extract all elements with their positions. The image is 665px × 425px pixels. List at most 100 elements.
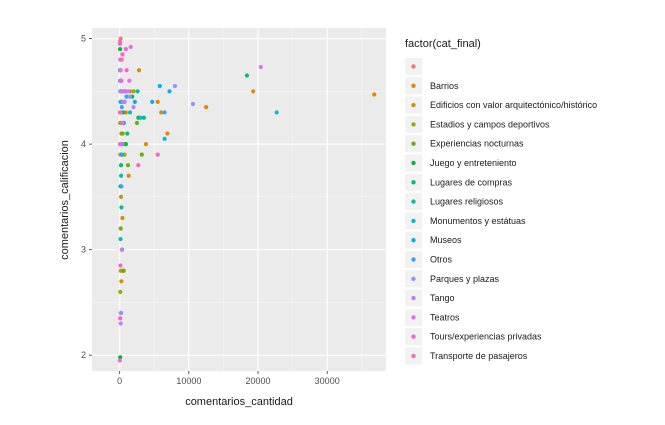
data-point: [118, 321, 123, 326]
data-point: [157, 83, 162, 89]
data-point: [117, 39, 123, 44]
legend-label: Edificios con valor arquitectónico/histó…: [430, 100, 597, 110]
data-points: [117, 36, 377, 363]
data-point: [162, 136, 167, 141]
legend-marker: [411, 353, 416, 359]
data-point: [190, 101, 196, 107]
data-point: [258, 64, 263, 70]
data-point: [155, 99, 160, 104]
data-point: [118, 263, 123, 268]
legend-marker: [411, 257, 416, 262]
data-point: [136, 163, 141, 168]
legend-label: Parques y plazas: [430, 274, 500, 284]
y-tick-label: 5: [81, 34, 86, 44]
legend-marker: [411, 334, 416, 339]
legend-marker: [411, 64, 416, 69]
data-point: [118, 68, 123, 73]
data-point: [165, 131, 170, 136]
data-point: [150, 99, 155, 104]
x-tick-label: 10000: [176, 376, 201, 386]
grid-minor: [92, 28, 386, 371]
data-point: [120, 120, 125, 126]
x-axis-title: comentarios_cantidad: [185, 396, 293, 408]
data-point: [135, 89, 140, 94]
legend-marker: [411, 199, 416, 204]
data-point: [139, 152, 144, 157]
data-point: [119, 152, 124, 157]
data-point: [119, 105, 124, 110]
data-point: [131, 105, 136, 110]
y-axis-ticks: 2 3 4 5: [81, 34, 92, 360]
y-axis-title: comentarios_calificacion: [59, 140, 71, 260]
legend-label: Transporte de pasajeros: [430, 351, 528, 361]
data-point: [159, 110, 164, 115]
data-point: [126, 173, 131, 178]
legend-label: Lugares de compras: [430, 177, 513, 187]
x-tick-label: 0: [117, 376, 122, 386]
data-point: [117, 358, 122, 363]
data-point: [204, 105, 209, 110]
data-point: [118, 310, 124, 316]
data-point: [123, 47, 128, 52]
legend-label: Tours/experiencias privadas: [430, 332, 542, 342]
data-point: [117, 47, 123, 52]
data-point: [118, 110, 123, 115]
legend-marker: [411, 160, 416, 166]
legend-marker: [411, 315, 416, 320]
legend-label: Teatros: [430, 312, 460, 322]
data-point: [141, 115, 146, 120]
data-point: [132, 99, 137, 104]
plot-panel: [92, 28, 386, 371]
legend-marker: [411, 180, 416, 185]
data-point: [251, 89, 256, 94]
legend-marker: [411, 83, 416, 89]
data-point: [124, 94, 129, 99]
legend-marker: [411, 276, 416, 281]
grid-major: [92, 28, 386, 371]
data-point: [274, 110, 279, 115]
y-tick-label: 3: [81, 245, 86, 255]
legend-title: factor(cat_final): [405, 38, 481, 50]
data-point: [119, 131, 124, 136]
data-point: [372, 92, 377, 97]
x-tick-label: 30000: [315, 376, 340, 386]
data-point: [244, 73, 250, 78]
data-point: [138, 115, 143, 120]
legend-label: Monumentos y estátuas: [430, 216, 526, 226]
data-point: [124, 68, 129, 73]
data-point: [127, 78, 132, 83]
legend-label: Barrios: [430, 81, 459, 91]
data-point: [125, 89, 131, 94]
data-point: [119, 247, 124, 252]
data-point: [120, 215, 125, 221]
x-axis-ticks: 0 10000 20000 30000: [117, 371, 340, 386]
y-tick-label: 4: [81, 139, 86, 149]
data-point: [118, 173, 124, 178]
data-point: [167, 89, 172, 94]
data-point: [121, 268, 126, 273]
data-point: [118, 57, 123, 62]
data-point: [118, 289, 123, 294]
data-point: [118, 355, 123, 360]
data-point: [127, 110, 133, 115]
data-point: [118, 194, 124, 199]
legend-marker: [411, 238, 416, 243]
legend-marker: [411, 122, 416, 127]
legend-label: Tango: [430, 293, 455, 303]
data-point: [125, 163, 131, 168]
legend-marker: [411, 102, 416, 108]
data-point: [136, 68, 142, 73]
data-point: [127, 94, 133, 99]
data-point: [125, 131, 130, 136]
y-tick-label: 2: [81, 350, 86, 360]
data-point: [128, 44, 133, 50]
legend-marker: [411, 295, 416, 301]
data-point: [120, 52, 125, 57]
data-point: [155, 152, 160, 157]
data-point: [118, 89, 123, 94]
data-point: [121, 99, 126, 104]
legend-label: Museos: [430, 235, 462, 245]
data-point: [119, 184, 124, 189]
data-point: [143, 141, 149, 147]
